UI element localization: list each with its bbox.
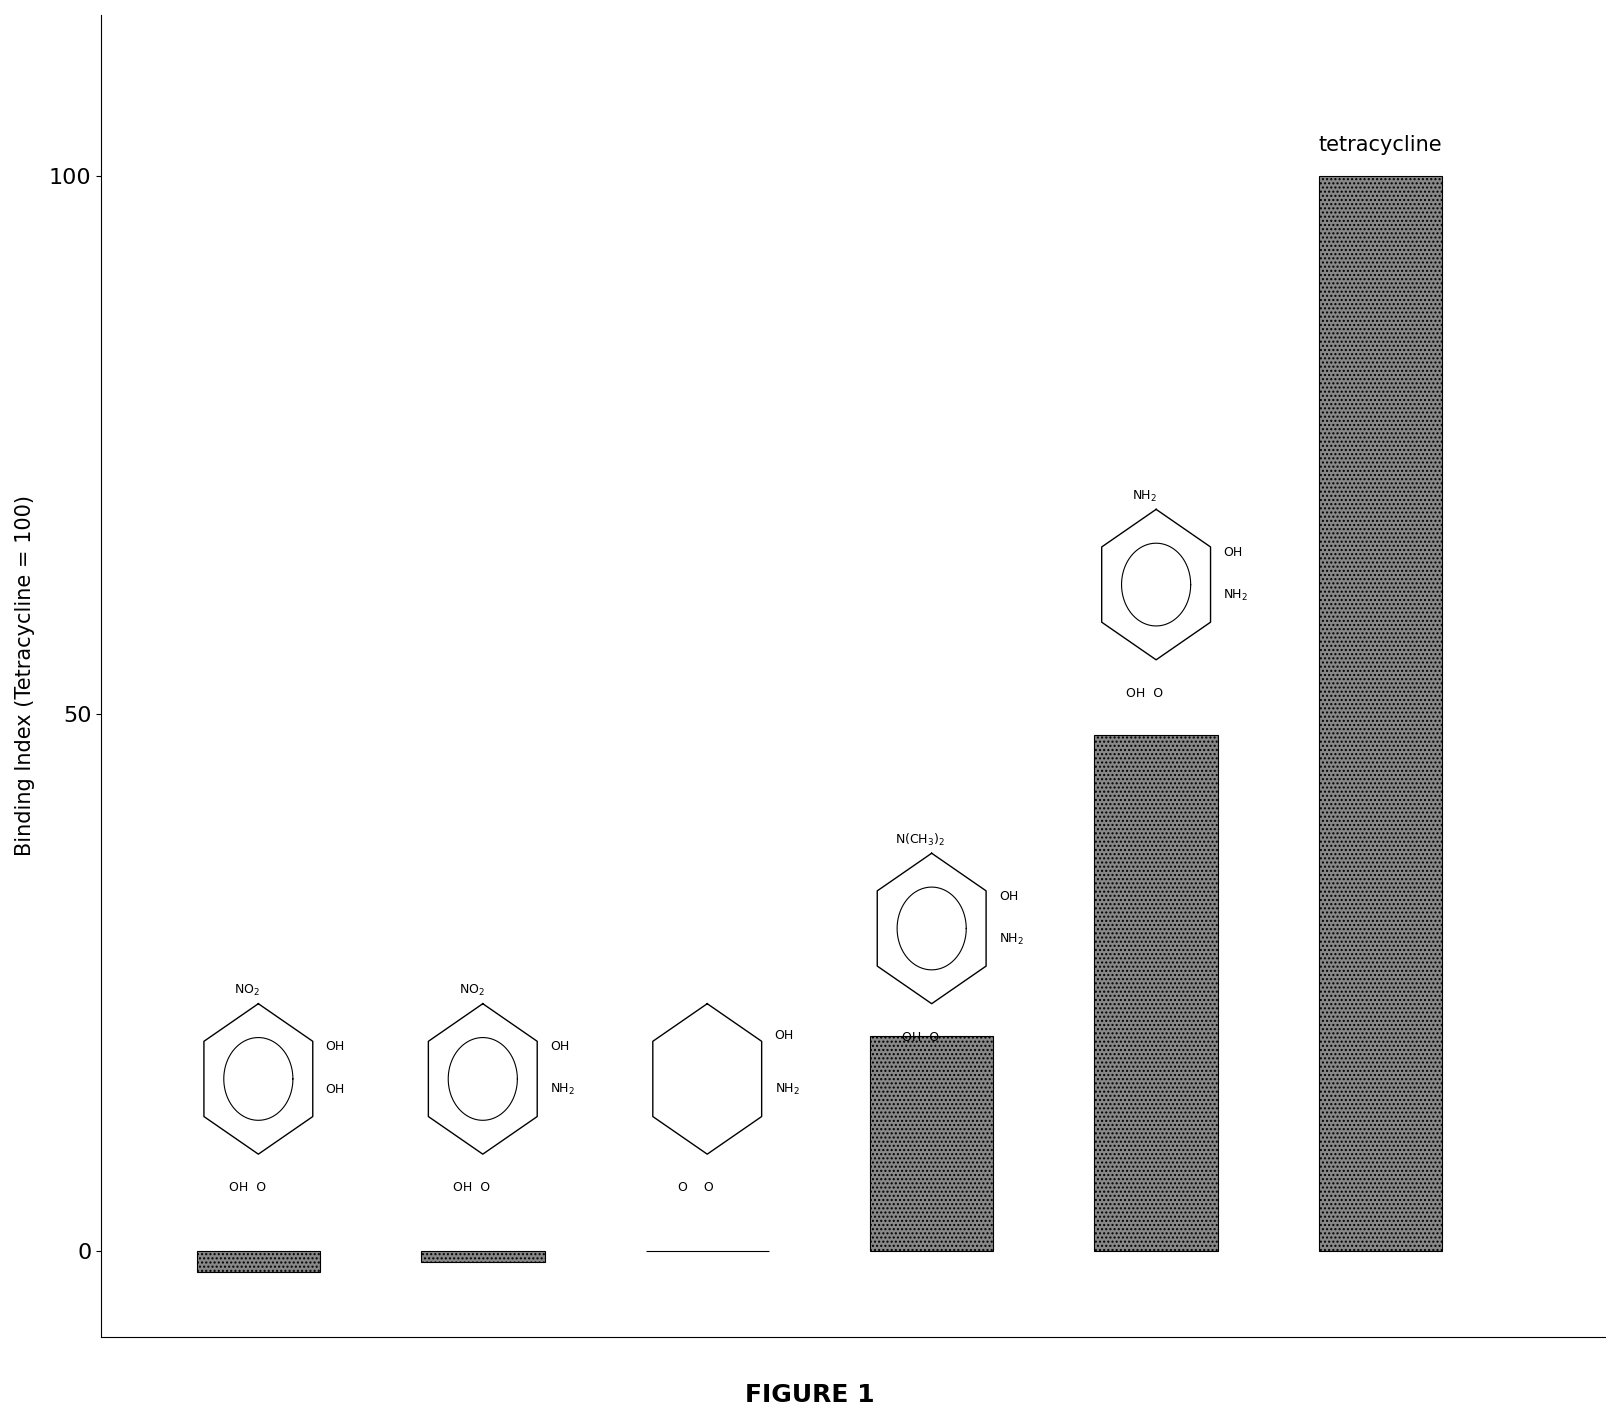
Text: tetracycline: tetracycline — [1319, 135, 1442, 155]
Y-axis label: Binding Index (Tetracycline = 100): Binding Index (Tetracycline = 100) — [15, 495, 36, 857]
Text: OH: OH — [551, 1040, 569, 1053]
Text: NH$_2$: NH$_2$ — [774, 1081, 800, 1097]
Text: NH$_2$: NH$_2$ — [551, 1081, 575, 1097]
Text: OH  O: OH O — [454, 1181, 491, 1194]
Text: NH$_2$: NH$_2$ — [1223, 588, 1249, 603]
Bar — [1095, 736, 1218, 1251]
Text: NH$_2$: NH$_2$ — [1132, 490, 1157, 504]
Bar — [870, 1036, 993, 1251]
Text: OH  O: OH O — [902, 1030, 940, 1043]
Text: OH: OH — [1000, 889, 1019, 902]
Text: OH: OH — [326, 1083, 345, 1096]
Text: NH$_2$: NH$_2$ — [1000, 932, 1024, 946]
Text: OH  O: OH O — [1126, 687, 1163, 700]
Bar — [421, 1251, 544, 1262]
Bar — [1319, 176, 1442, 1251]
Text: FIGURE 1: FIGURE 1 — [745, 1383, 875, 1406]
Text: N(CH$_3$)$_2$: N(CH$_3$)$_2$ — [896, 832, 946, 848]
Text: NO$_2$: NO$_2$ — [458, 983, 484, 999]
Text: O    O: O O — [679, 1181, 714, 1194]
Text: OH: OH — [774, 1029, 794, 1043]
Text: OH: OH — [1223, 546, 1243, 559]
Text: NO$_2$: NO$_2$ — [235, 983, 261, 999]
Text: OH  O: OH O — [228, 1181, 266, 1194]
Bar — [196, 1251, 321, 1272]
Text: OH: OH — [326, 1040, 345, 1053]
